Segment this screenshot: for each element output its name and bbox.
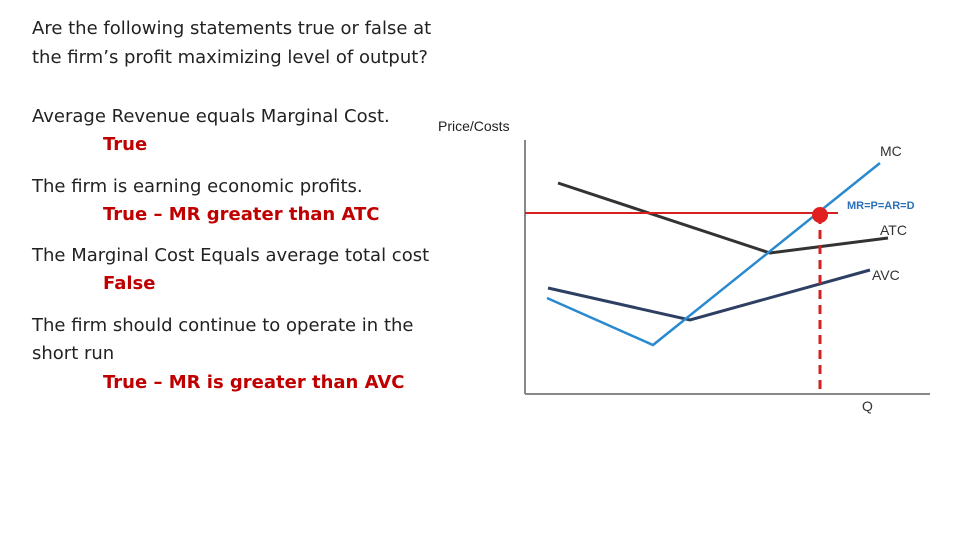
answer: True – MR greater than ATC [103, 204, 380, 225]
answer: True – MR is greater than AVC [103, 372, 405, 393]
answer: True [103, 134, 148, 155]
statement: The firm should continue to operate in t… [32, 315, 414, 336]
mc-label: MC [880, 143, 902, 159]
statement: The Marginal Cost Equals average total c… [32, 245, 430, 266]
mr-label: MR=P=AR=D [847, 200, 915, 212]
atc-curve [557, 181, 889, 255]
question-line: the firm’s profit maximizing level of ou… [32, 47, 428, 68]
mc-curve [546, 162, 881, 347]
avc-label: AVC [872, 267, 900, 283]
question-line: Are the following statements true or fal… [32, 18, 432, 39]
atc-label: ATC [880, 222, 907, 238]
statement: The firm is earning economic profits. [32, 176, 363, 197]
x-axis-label: Q [862, 398, 873, 414]
statement: short run [32, 343, 115, 364]
optimum-point [812, 207, 828, 223]
y-axis-label: Price/Costs [438, 118, 510, 134]
avc-curve [547, 268, 871, 322]
answer: False [103, 273, 156, 294]
statement: Average Revenue equals Marginal Cost. [32, 106, 390, 127]
